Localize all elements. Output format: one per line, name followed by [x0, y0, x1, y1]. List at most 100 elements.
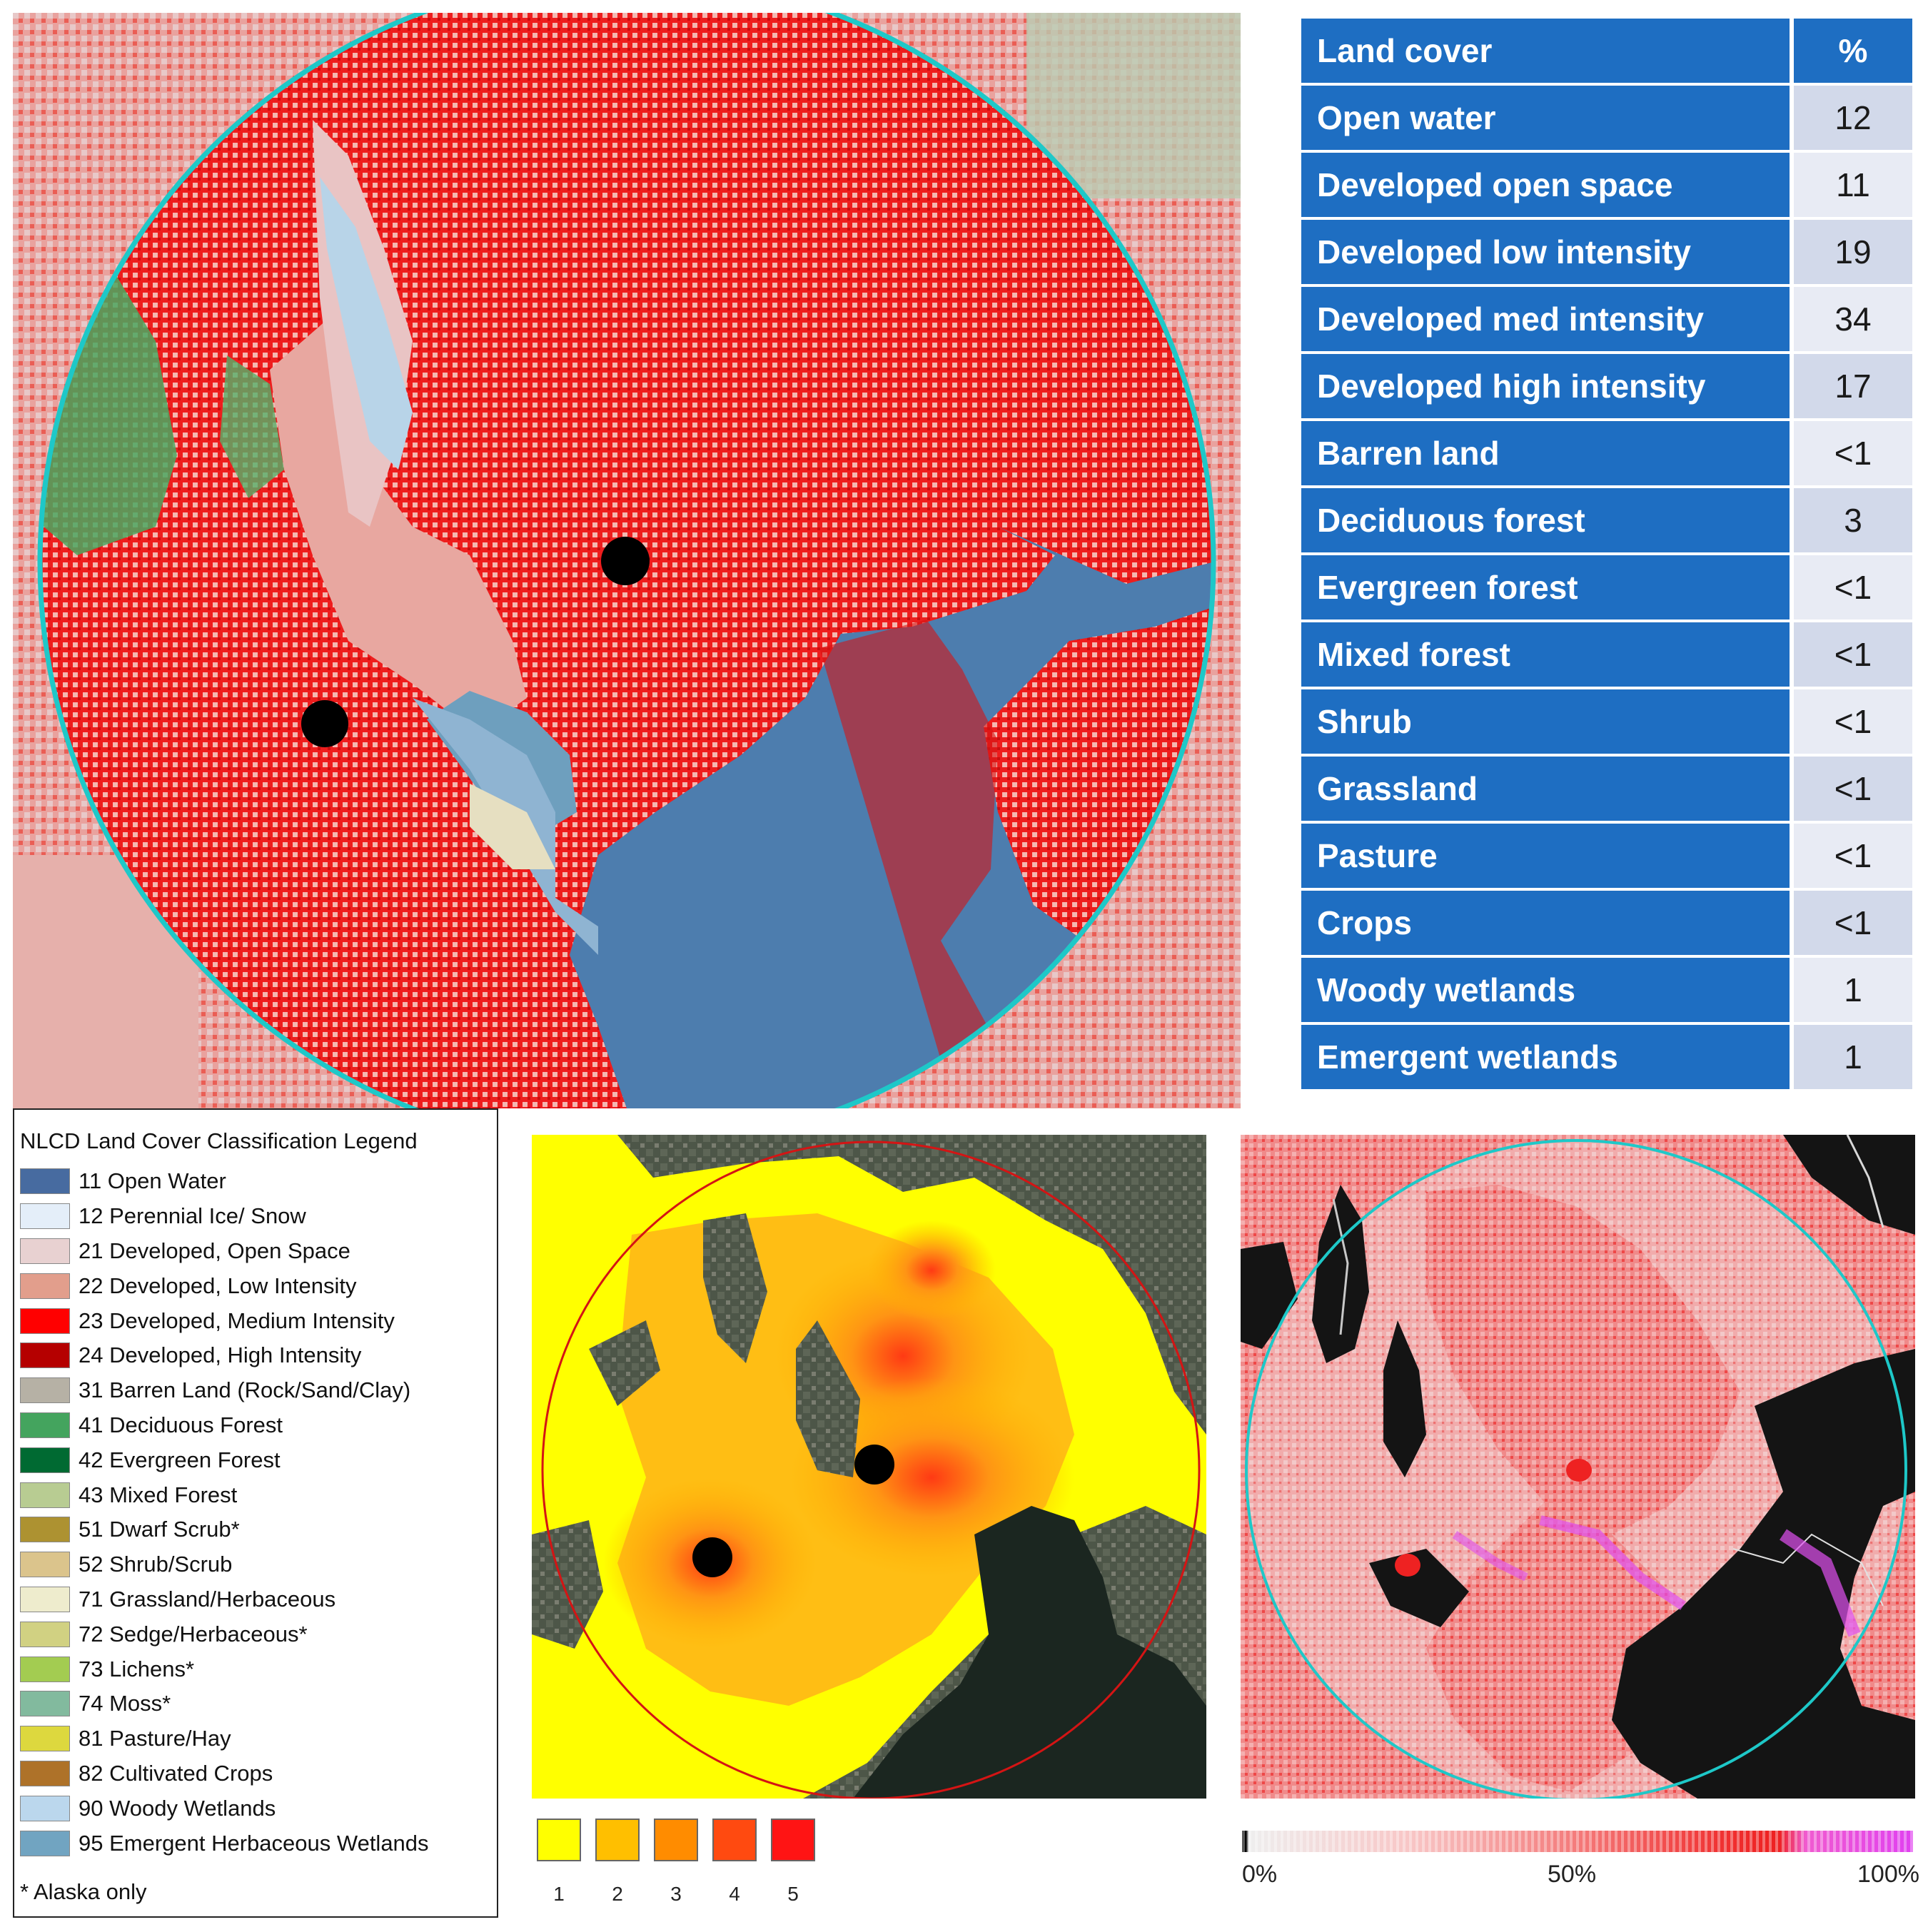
header-land-cover: Land cover [1301, 19, 1790, 83]
site-marker-2[interactable] [301, 700, 348, 747]
table-row: Developed open space 11 [1301, 153, 1912, 217]
land-cover-table: Land cover % Open water 12 Developed open … [1301, 16, 1912, 1092]
imperv-label-min: 0% [1242, 1861, 1278, 1888]
legend-swatch [20, 1656, 70, 1682]
nlcd-legend: NLCD Land Cover Classification Legend 11… [13, 1108, 498, 1918]
legend-label: 12 Perennial Ice/ Snow [79, 1203, 306, 1229]
impervious-scale-legend: 0% 50% 100% [1242, 1831, 1919, 1909]
legend-item: 41 Deciduous Forest [20, 1408, 429, 1443]
heat-site-marker-2[interactable] [692, 1537, 732, 1577]
table-row: Grassland <1 [1301, 757, 1912, 821]
heat-scale-swatch [595, 1819, 640, 1861]
land-cover-percent: 12 [1790, 86, 1912, 150]
land-cover-percent: <1 [1790, 689, 1912, 754]
land-cover-percent: 17 [1790, 354, 1912, 418]
table-row: Shrub <1 [1301, 689, 1912, 754]
legend-title: NLCD Land Cover Classification Legend [20, 1128, 418, 1153]
site-marker-1[interactable] [601, 537, 650, 585]
legend-item: 11 Open Water [20, 1164, 429, 1199]
land-cover-label: Developed low intensity [1301, 220, 1790, 284]
table-row: Mixed forest <1 [1301, 622, 1912, 687]
legend-label: 23 Developed, Medium Intensity [79, 1308, 395, 1333]
table-row: Evergreen forest <1 [1301, 555, 1912, 619]
legend-label: 21 Developed, Open Space [79, 1238, 350, 1263]
legend-swatch [20, 1447, 70, 1473]
heat-scale-label: 5 [787, 1883, 799, 1905]
legend-label: 22 Developed, Low Intensity [79, 1273, 357, 1298]
legend-item: 42 Evergreen Forest [20, 1442, 429, 1477]
heat-scale-label: 3 [670, 1883, 682, 1905]
legend-swatch [20, 1586, 70, 1612]
legend-swatch [20, 1308, 70, 1334]
land-cover-percent: 1 [1790, 1025, 1912, 1089]
land-cover-percent: <1 [1790, 555, 1912, 619]
legend-item: 52 Shrub/Scrub [20, 1547, 429, 1582]
heat-scale-swatch [712, 1819, 757, 1861]
heat-site-marker-1[interactable] [854, 1445, 894, 1485]
land-cover-percent: 19 [1790, 220, 1912, 284]
heat-map-graphic [532, 1135, 1206, 1799]
heat-scale-legend: 1 2 3 4 5 [537, 1819, 822, 1905]
legend-label: 43 Mixed Forest [79, 1482, 238, 1507]
legend-swatch [20, 1726, 70, 1752]
table-row: Pasture <1 [1301, 824, 1912, 888]
legend-label: 95 Emergent Herbaceous Wetlands [79, 1830, 429, 1856]
legend-swatch [20, 1342, 70, 1369]
table-header-row: Land cover % [1301, 19, 1912, 83]
land-cover-percent: 1 [1790, 958, 1912, 1022]
heat-intensity-map[interactable] [532, 1135, 1206, 1799]
land-cover-percent: 34 [1790, 287, 1912, 351]
legend-swatch [20, 1412, 70, 1438]
imperv-site-marker-1[interactable] [1566, 1459, 1592, 1482]
legend-item: 90 Woody Wetlands [20, 1791, 429, 1826]
legend-item: 51 Dwarf Scrub* [20, 1512, 429, 1547]
legend-item: 24 Developed, High Intensity [20, 1338, 429, 1373]
table-row: Emergent wetlands 1 [1301, 1025, 1912, 1089]
legend-swatch [20, 1238, 70, 1264]
legend-swatch [20, 1377, 70, 1404]
legend-item: 43 Mixed Forest [20, 1477, 429, 1512]
land-cover-label: Shrub [1301, 689, 1790, 754]
legend-label: 71 Grassland/Herbaceous [79, 1586, 336, 1612]
land-cover-percent: 3 [1790, 488, 1912, 552]
buffer-circle [37, 13, 1216, 1108]
legend-swatch [20, 1203, 70, 1230]
land-cover-label: Open water [1301, 86, 1790, 150]
legend-label: 51 Dwarf Scrub* [79, 1517, 240, 1542]
legend-label: 11 Open Water [79, 1168, 226, 1194]
land-cover-label: Developed high intensity [1301, 354, 1790, 418]
land-cover-percent: <1 [1790, 824, 1912, 888]
legend-label: 90 Woody Wetlands [79, 1795, 276, 1821]
table-row: Deciduous forest 3 [1301, 488, 1912, 552]
land-cover-percent: <1 [1790, 421, 1912, 485]
legend-label: 52 Shrub/Scrub [79, 1552, 233, 1577]
imperv-site-marker-2[interactable] [1395, 1554, 1420, 1577]
land-cover-label: Woody wetlands [1301, 958, 1790, 1022]
nlcd-land-cover-map[interactable] [13, 13, 1241, 1108]
impervious-surface-map[interactable] [1241, 1135, 1915, 1799]
legend-swatch [20, 1760, 70, 1786]
legend-label: 42 Evergreen Forest [79, 1447, 281, 1472]
land-cover-label: Evergreen forest [1301, 555, 1790, 619]
legend-item: 73 Lichens* [20, 1652, 429, 1686]
legend-swatch [20, 1830, 70, 1856]
imperv-buffer-circle [1245, 1139, 1907, 1799]
legend-swatch [20, 1168, 70, 1195]
legend-item: 12 Perennial Ice/ Snow [20, 1199, 429, 1234]
table-row: Crops <1 [1301, 891, 1912, 955]
legend-label: 74 Moss* [79, 1691, 171, 1716]
land-cover-percent: 11 [1790, 153, 1912, 217]
heat-scale-label: 1 [553, 1883, 565, 1905]
legend-label: 31 Barren Land (Rock/Sand/Clay) [79, 1377, 411, 1403]
legend-label: 72 Sedge/Herbaceous* [79, 1621, 308, 1647]
land-cover-label: Pasture [1301, 824, 1790, 888]
legend-swatch [20, 1621, 70, 1647]
legend-items: 11 Open Water 12 Perennial Ice/ Snow 21 De… [20, 1164, 429, 1861]
land-cover-percent: <1 [1790, 757, 1912, 821]
heat-buffer-circle [541, 1141, 1201, 1799]
legend-swatch [20, 1552, 70, 1578]
land-cover-label: Mixed forest [1301, 622, 1790, 687]
legend-item: 23 Developed, Medium Intensity [20, 1303, 429, 1338]
land-cover-label: Barren land [1301, 421, 1790, 485]
legend-item: 81 Pasture/Hay [20, 1721, 429, 1756]
